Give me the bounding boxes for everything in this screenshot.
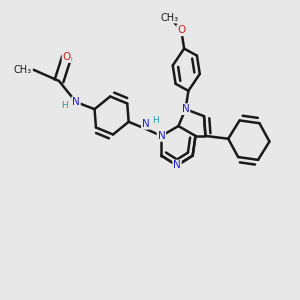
Text: N: N xyxy=(173,160,181,170)
Text: N: N xyxy=(142,119,150,129)
Text: O: O xyxy=(177,25,185,35)
Text: H: H xyxy=(61,101,68,110)
Text: CH₃: CH₃ xyxy=(14,65,32,75)
Text: CH₃: CH₃ xyxy=(161,13,179,22)
Text: N: N xyxy=(182,104,189,114)
Text: N: N xyxy=(72,97,80,107)
Text: N: N xyxy=(158,131,165,141)
Text: O: O xyxy=(62,52,71,62)
Text: H: H xyxy=(152,116,159,125)
